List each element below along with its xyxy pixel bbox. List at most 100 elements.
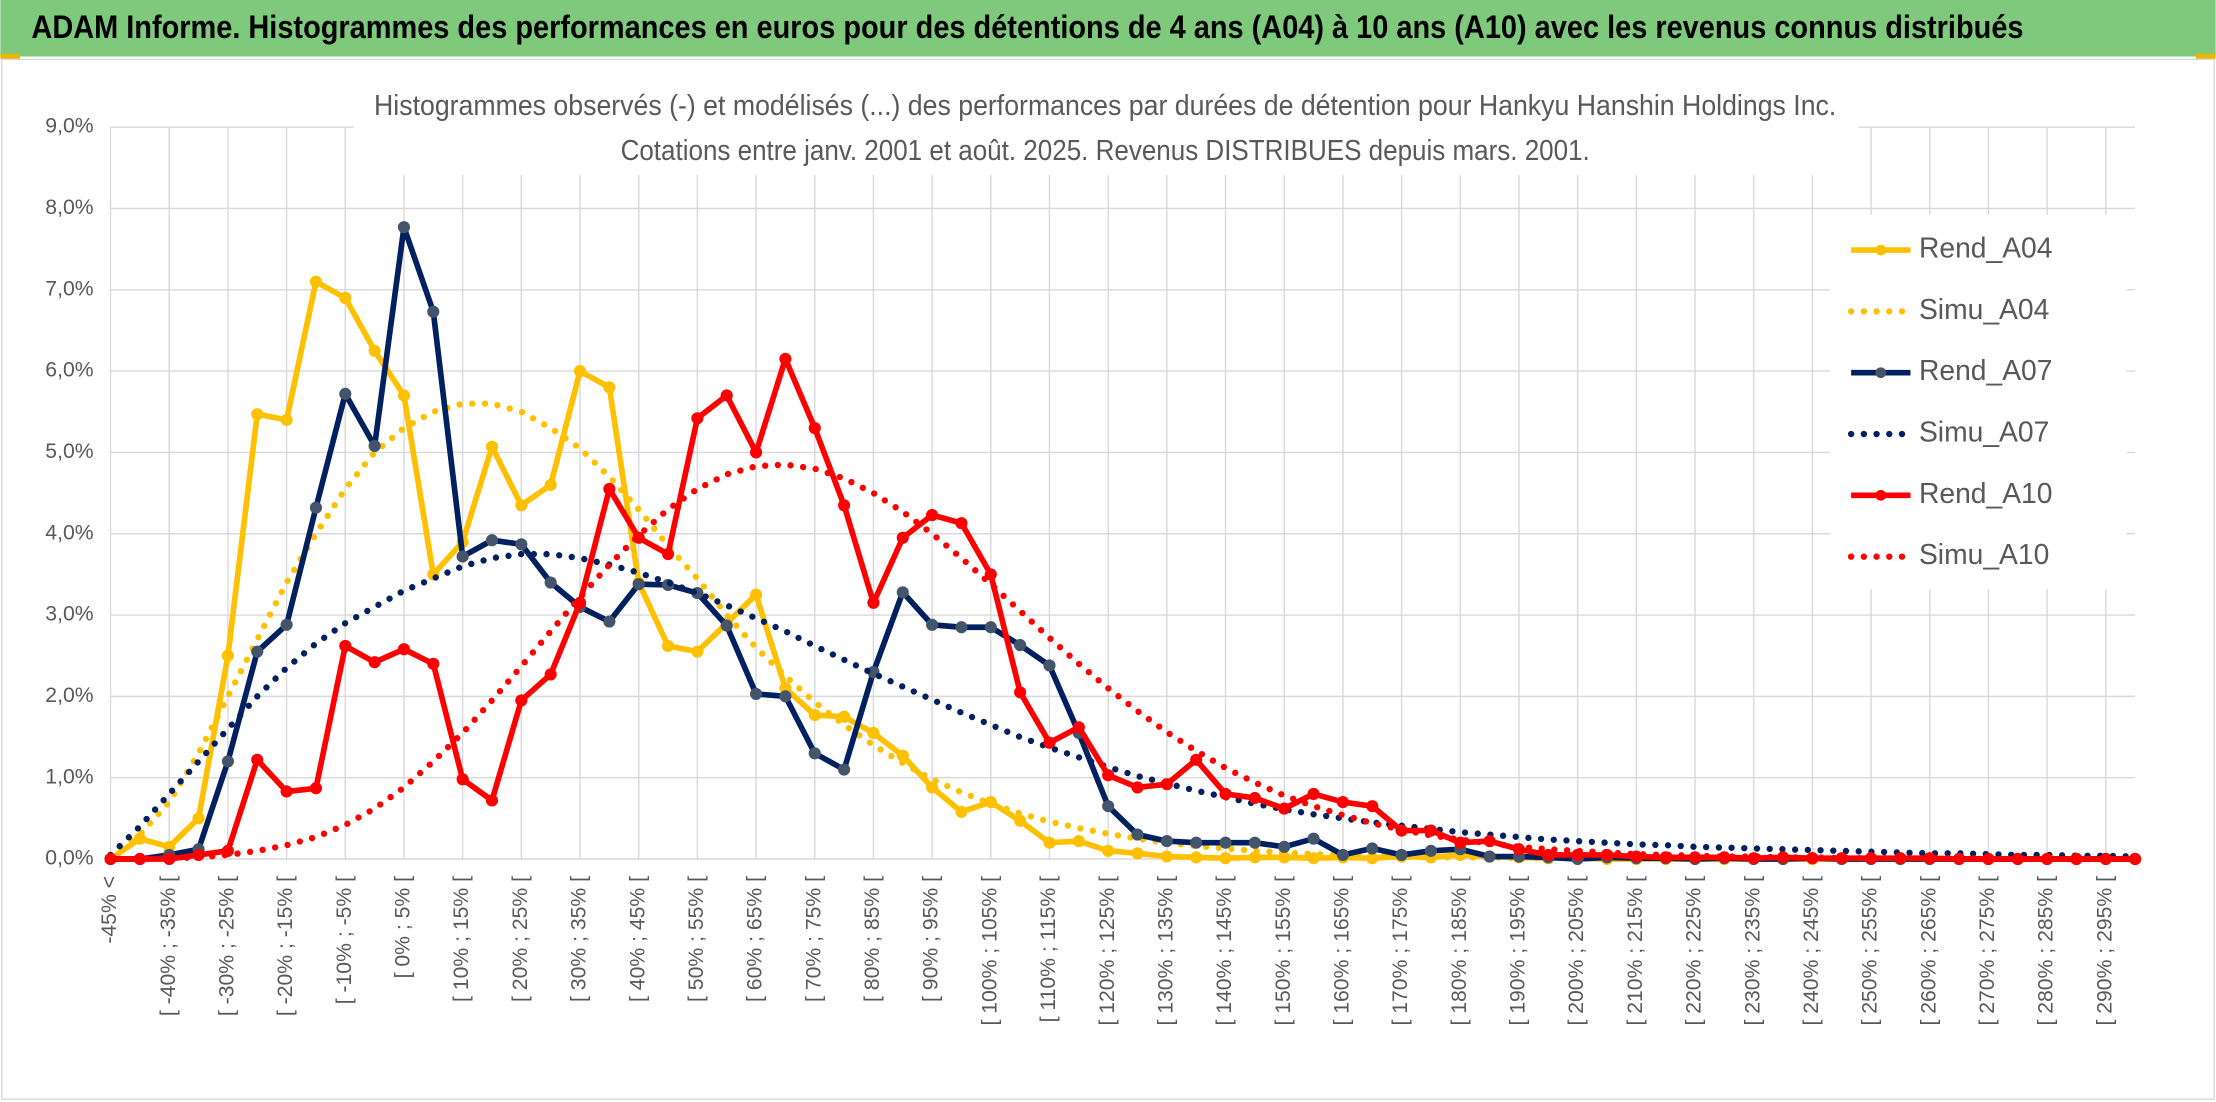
data-point — [1014, 814, 1027, 827]
x-tick-label: [ 160% ; 165% [ — [1330, 876, 1353, 1026]
data-point — [1102, 769, 1115, 782]
data-point — [309, 782, 323, 795]
data-point — [867, 596, 880, 609]
data-point — [1307, 832, 1320, 845]
data-point — [573, 365, 587, 378]
data-point — [368, 656, 381, 669]
data-point — [1483, 850, 1496, 863]
data-point — [838, 763, 851, 776]
y-tick-label: 9,0% — [45, 115, 93, 138]
series-line — [107, 400, 2139, 863]
data-point — [485, 440, 499, 453]
data-point — [749, 588, 763, 601]
data-point — [1190, 753, 1203, 766]
y-tick-label: 0,0% — [45, 847, 93, 870]
data-point — [1395, 848, 1408, 862]
y-tick-label: 6,0% — [45, 359, 93, 382]
x-tick-label: [ -20% ; -15% [ — [274, 876, 297, 1016]
data-point — [1190, 836, 1203, 849]
data-point — [515, 538, 528, 551]
data-point — [456, 550, 469, 563]
x-tick-label: [ 20% ; 25% [ — [509, 876, 532, 1002]
data-point — [280, 618, 293, 631]
data-point — [955, 621, 968, 634]
data-point — [251, 645, 264, 658]
x-tick-label: [ 40% ; 45% [ — [626, 876, 649, 1002]
data-point — [2129, 852, 2142, 866]
data-point — [1160, 850, 1173, 863]
data-point — [691, 412, 704, 425]
data-point — [1131, 828, 1144, 841]
chart-subtitle: Cotations entre janv. 2001 et août. 2025… — [621, 134, 1590, 166]
data-point — [1072, 835, 1085, 848]
data-point — [749, 446, 763, 459]
legend-label: Rend_A04 — [1919, 232, 2053, 264]
data-point — [984, 568, 997, 581]
data-point — [339, 387, 352, 400]
y-tick-label: 2,0% — [45, 684, 93, 707]
x-tick-label: [ -10% ; -5% [ — [333, 876, 356, 1004]
data-point — [368, 344, 381, 357]
x-tick-label: [ 290% ; 295% [ — [2093, 876, 2116, 1026]
data-point — [1278, 840, 1291, 853]
legend-label: Rend_A10 — [1919, 477, 2053, 509]
data-point — [192, 812, 205, 825]
data-point — [603, 482, 616, 496]
data-point — [485, 794, 499, 807]
x-tick-label: [ 250% ; 255% [ — [1859, 876, 1882, 1026]
data-point — [1307, 852, 1320, 865]
x-tick-label: [ 150% ; 155% [ — [1272, 876, 1295, 1026]
data-point — [1072, 721, 1085, 734]
x-tick-label: [ 50% ; 55% [ — [685, 876, 708, 1002]
data-point — [1014, 686, 1027, 699]
data-point — [515, 694, 528, 707]
legend-marker — [1875, 489, 1887, 501]
data-point — [1131, 847, 1144, 860]
x-tick-label: [ -30% ; -25% [ — [216, 876, 239, 1016]
corner-mark — [0, 53, 21, 60]
y-tick-label: 1,0% — [45, 765, 93, 788]
x-tick-label: [ 190% ; 195% [ — [1507, 876, 1530, 1026]
data-point — [544, 478, 557, 492]
data-point — [1102, 800, 1115, 813]
data-point — [1542, 848, 1555, 862]
data-point — [309, 275, 323, 288]
data-point — [397, 389, 411, 402]
data-point — [1014, 639, 1027, 652]
data-point — [779, 352, 792, 365]
data-point — [1424, 844, 1437, 857]
x-tick-label: [ 70% ; 75% [ — [802, 876, 825, 1002]
data-point — [1248, 791, 1261, 805]
data-point — [1160, 835, 1173, 848]
data-point — [251, 753, 264, 766]
data-point — [1307, 787, 1320, 801]
x-tick-label: [ 230% ; 235% [ — [1741, 876, 1764, 1026]
data-point — [838, 499, 851, 512]
data-point — [896, 531, 909, 544]
legend-marker — [1875, 367, 1887, 379]
data-point — [1366, 800, 1379, 813]
data-point — [603, 615, 616, 628]
x-tick-label: [ 270% ; 275% [ — [1976, 876, 1999, 1026]
y-tick-label: 7,0% — [45, 277, 93, 300]
x-tick-label: [ 10% ; 15% [ — [450, 876, 473, 1002]
x-tick-label: [ 260% ; 265% [ — [1917, 876, 1940, 1026]
corner-mark — [2195, 53, 2216, 60]
x-tick-label: [ 100% ; 105% [ — [978, 876, 1001, 1026]
legend-label: Simu_A07 — [1919, 415, 2049, 447]
data-point — [955, 805, 968, 818]
data-point — [280, 413, 293, 426]
x-tick-label: [ 120% ; 125% [ — [1096, 876, 1119, 1026]
x-tick-label: [ 110% ; 115% [ — [1037, 876, 1060, 1023]
data-point — [1043, 736, 1056, 749]
data-point — [427, 305, 440, 318]
x-tick-label: [ 30% ; 35% [ — [568, 876, 591, 1002]
y-tick-label: 3,0% — [45, 603, 93, 626]
x-tick-label: [ 210% ; 215% [ — [1624, 876, 1647, 1026]
data-point — [1190, 851, 1203, 864]
series-line — [107, 461, 2139, 863]
chart-title: Histogrammes observés (-) et modélisés (… — [374, 89, 1836, 121]
series-line — [107, 550, 2139, 860]
legend-label: Simu_A04 — [1919, 293, 2049, 325]
